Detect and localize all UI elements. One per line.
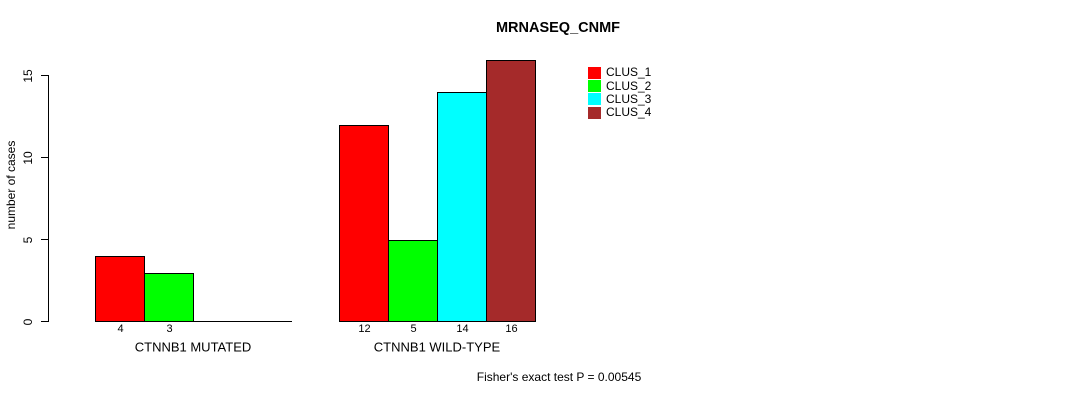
y-axis-tick	[41, 75, 48, 76]
legend-row: CLUS_1	[588, 66, 651, 79]
bar-value-label: 12	[358, 323, 371, 335]
legend-label: CLUS_2	[606, 78, 652, 93]
legend-row: CLUS_2	[588, 78, 652, 93]
legend-swatch-clus_4	[588, 106, 601, 119]
legend-row: CLUS_3	[588, 91, 652, 106]
y-axis-line	[48, 75, 49, 322]
group-label: CTNNB1 MUTATED	[134, 339, 252, 355]
legend-label: CLUS_3	[606, 91, 652, 106]
y-axis-tick	[41, 239, 48, 240]
group-label: CTNNB1 WILD-TYPE	[373, 339, 501, 355]
legend-swatch-clus_3	[588, 93, 601, 106]
y-axis-tick	[41, 321, 48, 322]
y-axis-tick	[41, 157, 48, 158]
legend-label: CLUS_1	[606, 65, 652, 80]
y-axis-tick-label: 15	[21, 68, 35, 83]
bar-clus_1	[95, 256, 145, 322]
y-axis-tick-label: 5	[21, 236, 35, 243]
y-axis-tick-label: 10	[21, 150, 35, 165]
bar-value-label: 3	[166, 323, 173, 335]
bar-value-label: 4	[117, 323, 124, 335]
bar-value-label: 16	[505, 323, 518, 335]
bar-clus_2	[144, 273, 194, 322]
legend-row: CLUS_4	[588, 106, 651, 119]
legend: CLUS_1 CLUS_2 CLUS_3 CLUS_4	[588, 66, 651, 120]
legend-label: CLUS_4	[606, 105, 652, 120]
fisher-test-annotation: Fisher's exact test P = 0.00545	[476, 370, 642, 384]
legend-swatch-clus_1	[588, 66, 601, 79]
bar-clus_4	[486, 60, 536, 322]
bar-clus_1	[339, 125, 389, 322]
bar-value-label: 5	[410, 323, 417, 335]
bar-clus_2	[388, 240, 438, 322]
y-axis-tick-label: 0	[21, 318, 35, 325]
legend-swatch-clus_2	[588, 80, 601, 93]
bar-value-label: 14	[456, 323, 469, 335]
chart-title: MRNASEQ_CNMF	[495, 20, 621, 36]
bar-clus_3	[437, 92, 487, 322]
